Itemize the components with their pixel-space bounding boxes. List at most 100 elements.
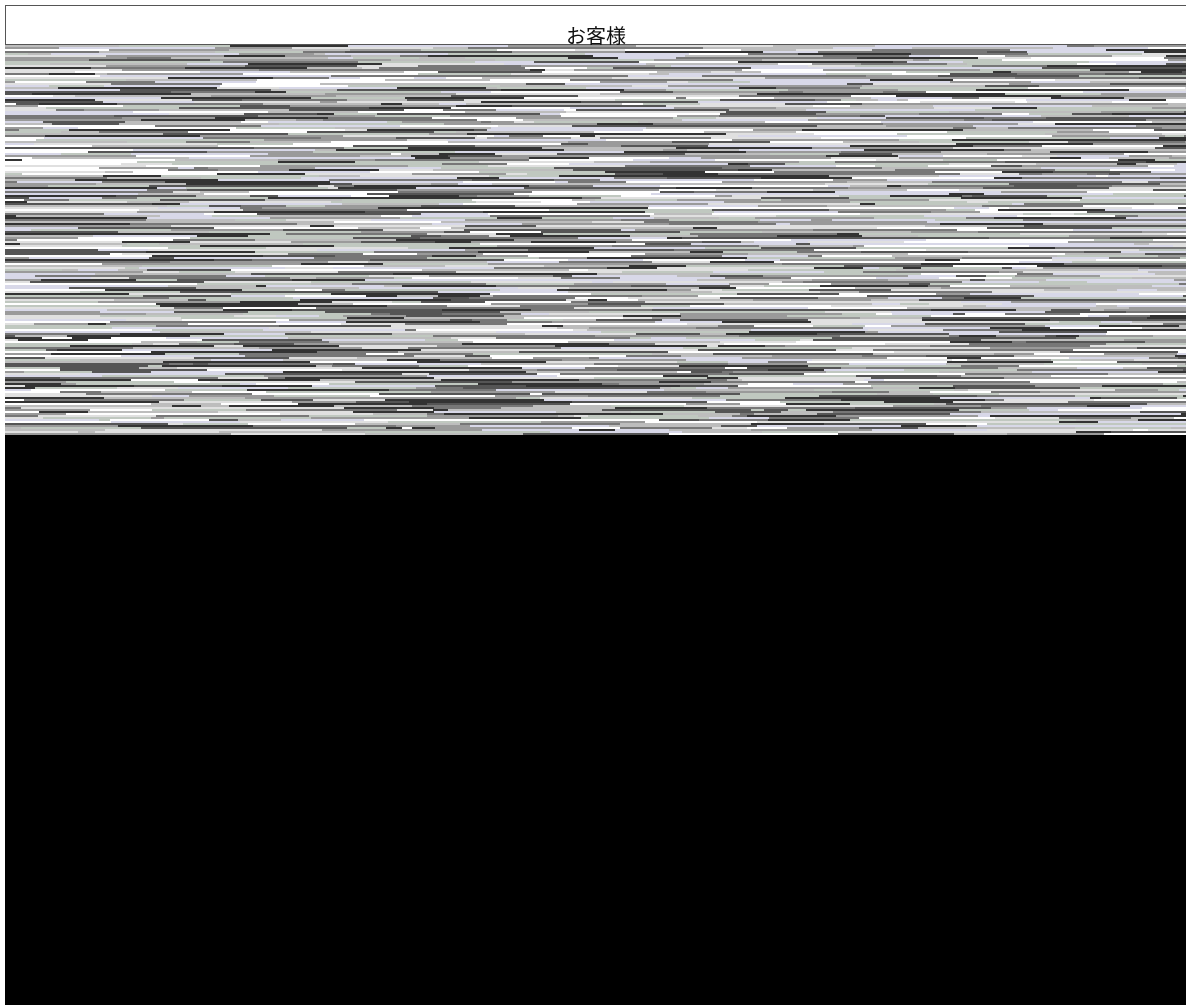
noise-stripe [651,149,663,151]
noise-stripe [250,155,360,157]
noise-stripe [1055,79,1186,81]
noise-stripe [214,227,358,229]
noise-stripe [5,229,31,231]
noise-stripe [518,277,561,279]
noise-stripe [994,217,1105,219]
noise-stripe [255,251,374,253]
noise-stripe [290,277,316,279]
noise-stripe [72,337,111,339]
noise-stripe [1162,265,1186,267]
noise-stripe [1111,431,1186,433]
noise-stripe [990,327,1050,329]
noise-stripe [179,107,323,109]
noise-stripe [1148,151,1186,153]
noise-stripe [1018,123,1055,125]
noise-stripe [1045,325,1056,327]
noise-stripe [723,251,797,253]
noise-stripe [263,255,335,257]
noise-stripe [897,133,1045,135]
noise-stripe [808,307,907,309]
noise-stripe [570,107,674,109]
noise-stripe [796,341,950,343]
noise-stripe [556,411,631,413]
noise-stripe [311,281,471,283]
noise-stripe [796,131,947,133]
noise-stripe [5,387,35,389]
noise-stripe [490,215,650,217]
noise-stripe [813,189,907,191]
noise-stripe [5,91,171,93]
noise-stripe [918,45,1067,47]
noise-stripe [679,365,808,367]
noise-stripe [776,87,860,89]
noise-stripe [390,313,442,315]
noise-stripe [174,311,248,313]
noise-stripe [51,353,165,355]
noise-stripe [1043,267,1139,269]
noise-stripe [962,281,1039,283]
noise-stripe [104,397,245,399]
noise-stripe [122,69,259,71]
noise-stripe [652,353,713,355]
noise-stripe [1122,181,1148,183]
noise-stripe [80,181,102,183]
noise-stripe [588,415,608,417]
noise-stripe [1101,397,1177,399]
noise-stripe [370,395,495,397]
noise-stripe [872,49,1010,51]
noise-stripe [639,61,738,63]
noise-stripe [1155,159,1186,161]
noise-stripe [547,273,597,275]
noise-stripe [767,191,835,193]
noise-stripe [5,373,80,375]
noise-stripe [1129,155,1172,157]
noise-stripe [1129,425,1186,427]
noise-stripe [456,105,512,107]
noise-stripe [441,235,489,237]
noise-stripe [430,253,483,255]
noise-stripe [763,51,818,53]
noise-stripe [316,277,361,279]
noise-stripe [298,303,353,305]
noise-stripe [719,115,860,117]
noise-stripe [682,431,762,433]
noise-stripe [748,383,793,385]
noise-stripe [808,65,855,67]
noise-stripe [5,51,18,53]
noise-stripe [1177,163,1186,165]
noise-stripe [5,309,107,311]
noise-stripe [814,389,954,391]
noise-stripe [408,247,449,249]
noise-stripe [892,153,987,155]
noise-stripe [139,267,285,269]
noise-stripe [1099,325,1179,327]
noise-stripe [1050,151,1148,153]
noise-stripe [573,329,587,331]
noise-stripe [972,195,1047,197]
noise-stripe [1052,257,1109,259]
noise-stripe [630,337,651,339]
noise-stripe [726,411,781,413]
noise-stripe [609,343,655,345]
noise-stripe [731,57,857,59]
noise-stripe [682,311,825,313]
noise-stripe [835,161,945,163]
noise-stripe [5,83,111,85]
noise-stripe [887,357,947,359]
noise-stripe [1143,393,1186,395]
noise-stripe [1150,315,1186,317]
noise-stripe [1015,275,1100,277]
noise-stripe [657,71,711,73]
noise-stripe [152,203,180,205]
noise-stripe [411,235,441,237]
noise-stripe [872,303,900,305]
noise-stripe [500,85,632,87]
noise-stripe [5,295,143,297]
noise-stripe [990,347,1100,349]
noise-stripe [186,141,215,143]
noise-stripe [487,137,571,139]
noise-stripe [17,181,80,183]
noise-stripe [161,97,311,99]
noise-stripe [558,133,617,135]
noise-stripe [894,351,1060,353]
